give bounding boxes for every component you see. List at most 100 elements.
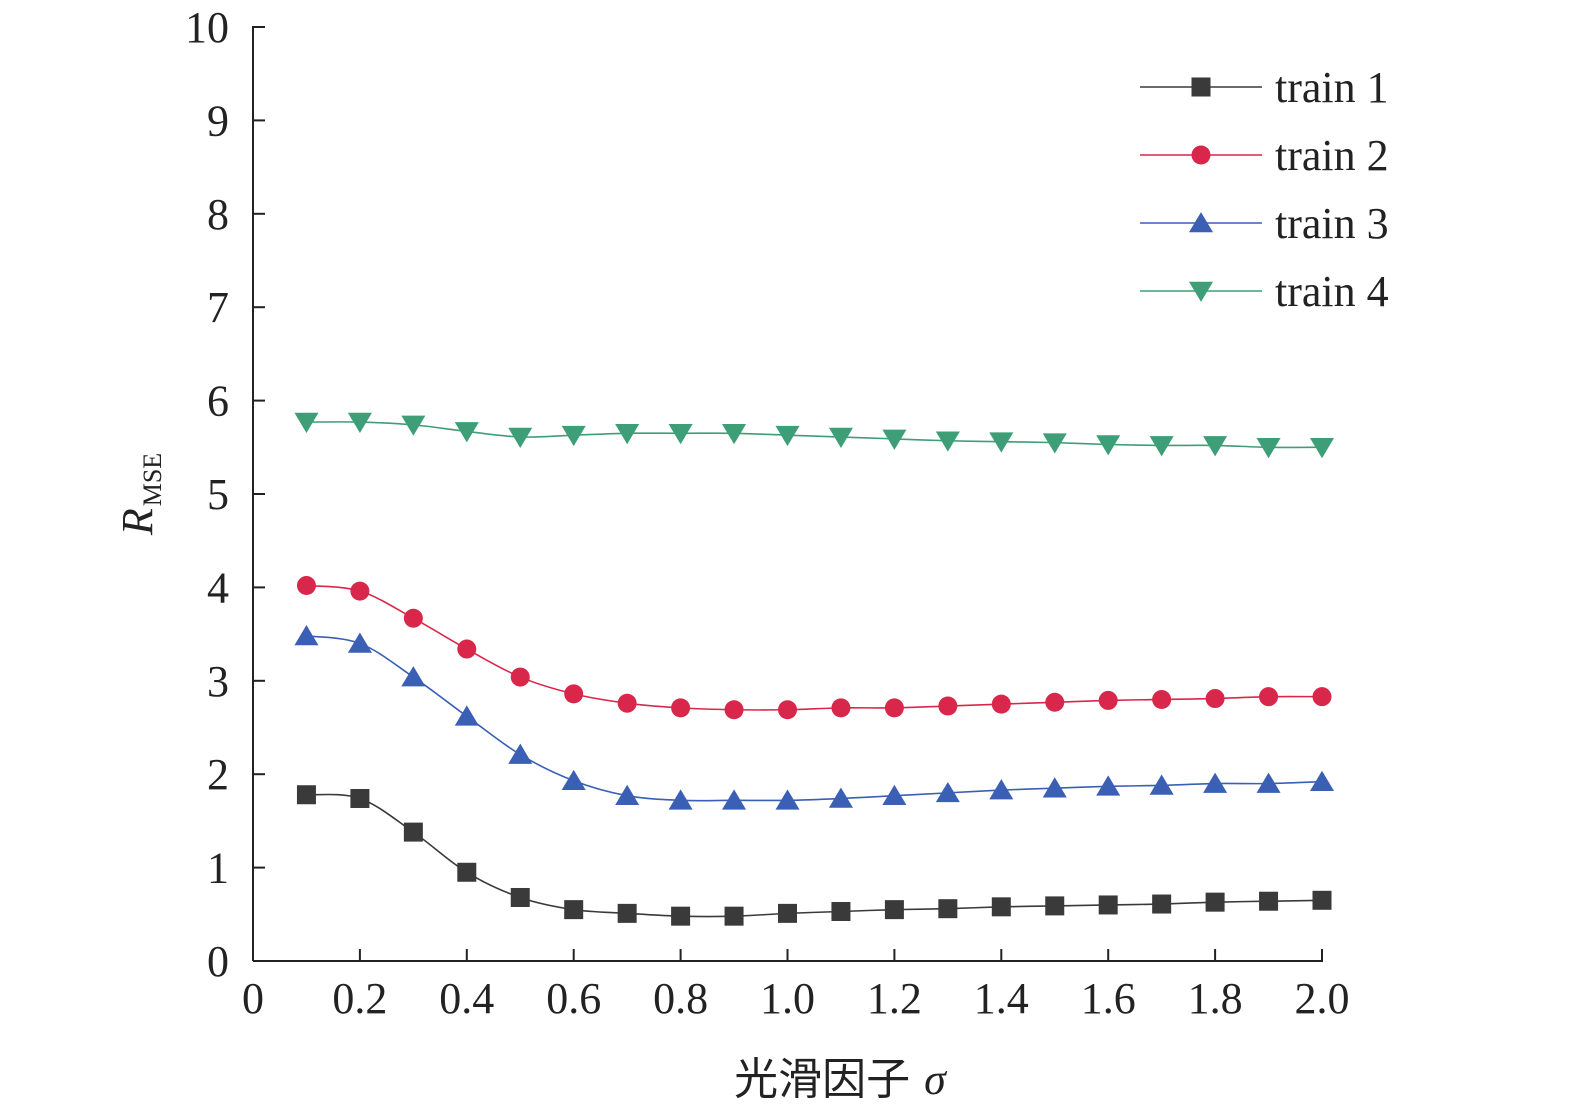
data-point: [510, 667, 530, 687]
data-point: [403, 608, 423, 628]
axes: 0 1 2 3 4 5 6 7 8 9 10 0 0.2 0.4 0.6 0.8 1.0 1.2 1.4 1.6 1.8…: [185, 3, 1350, 1023]
legend-marker: [1191, 77, 1211, 97]
data-point: [884, 698, 904, 718]
data-point: [294, 412, 319, 434]
data-point: [1152, 894, 1172, 914]
x-tick-label: 0.8: [653, 974, 708, 1023]
data-point: [778, 700, 797, 720]
data-point: [454, 705, 479, 726]
y-tick-label: 8: [207, 190, 229, 239]
y-tick-label: 1: [207, 844, 229, 893]
data-point: [615, 424, 640, 445]
legend-marker: [1191, 145, 1211, 165]
x-tick-label: 0: [242, 974, 264, 1023]
data-point: [1259, 891, 1279, 911]
data-point: [564, 900, 584, 920]
data-point: [671, 906, 691, 926]
data-point: [1042, 433, 1067, 454]
data-point: [938, 696, 958, 716]
data-point: [1149, 436, 1174, 457]
data-point: [722, 789, 747, 810]
data-point: [1309, 438, 1335, 459]
data-point: [989, 432, 1014, 453]
y-tick-label: 9: [207, 96, 229, 145]
data-point: [401, 666, 426, 687]
data-point: [1203, 772, 1228, 793]
data-point: [831, 901, 851, 921]
data-point: [454, 422, 479, 443]
data-point: [561, 425, 586, 447]
data-point: [1205, 892, 1225, 912]
x-tick-label: 0.6: [546, 974, 601, 1023]
x-tick-label: 1.8: [1188, 974, 1243, 1023]
data-point: [828, 787, 853, 808]
legend-marker: [1188, 212, 1214, 233]
y-tick-label: 4: [207, 563, 229, 612]
x-tick-label: 2.0: [1295, 974, 1350, 1023]
data-point: [778, 903, 797, 923]
data-point: [991, 694, 1011, 714]
data-point: [1096, 435, 1121, 456]
data-point: [1096, 775, 1121, 796]
x-axis-title-text: 光滑因子: [734, 1054, 910, 1105]
legend-label: train 2: [1275, 131, 1389, 180]
x-axis-title: 光滑因子 σ: [734, 1054, 948, 1105]
data-point: [935, 781, 960, 803]
data-point: [1045, 692, 1065, 712]
data-point: [1256, 772, 1281, 793]
data-point: [882, 784, 907, 805]
data-point: [508, 427, 533, 448]
series-3: [294, 625, 1335, 810]
data-point: [617, 903, 637, 923]
data-point: [615, 784, 640, 805]
data-point: [724, 906, 744, 926]
legend-label: train 4: [1275, 267, 1389, 316]
data-point: [775, 425, 800, 447]
series-1: [296, 785, 1332, 926]
data-point: [882, 429, 907, 450]
legend-marker: [1188, 281, 1214, 302]
data-point: [457, 862, 477, 882]
y-tick-label: 5: [207, 470, 229, 519]
data-point: [1309, 770, 1335, 791]
x-tick-label: 1.6: [1081, 974, 1136, 1023]
data-point: [561, 769, 586, 791]
data-point: [403, 822, 423, 842]
legend: train 1 train 2 train 3 train 4: [1140, 63, 1389, 316]
axis-titles: 光滑因子 σ RMSE: [113, 453, 948, 1105]
x-tick-label: 1.2: [867, 974, 922, 1023]
series-group: [294, 412, 1335, 926]
data-point: [347, 632, 372, 653]
y-tick-label: 7: [207, 283, 229, 332]
data-point: [989, 779, 1014, 800]
legend-label: train 3: [1275, 199, 1389, 248]
data-point: [991, 897, 1011, 917]
x-tick-label: 0.2: [332, 974, 387, 1023]
data-point: [457, 639, 477, 659]
x-tick-label: 1.4: [974, 974, 1029, 1023]
series-4: [294, 412, 1335, 459]
data-point: [1152, 689, 1172, 709]
data-point: [1312, 890, 1332, 910]
y-tick-label: 0: [207, 937, 229, 986]
data-point: [671, 698, 691, 718]
x-tick-label: 1.0: [760, 974, 815, 1023]
data-point: [1042, 777, 1067, 798]
data-point: [775, 789, 800, 810]
legend-item: train 3: [1140, 199, 1389, 248]
data-point: [508, 743, 533, 764]
data-point: [935, 431, 960, 452]
data-point: [510, 887, 530, 907]
data-point: [350, 581, 370, 601]
data-point: [1205, 689, 1225, 709]
data-point: [1098, 690, 1118, 710]
data-point: [724, 700, 744, 720]
data-point: [1203, 436, 1228, 457]
data-point: [347, 412, 372, 434]
data-point: [564, 684, 584, 704]
data-point: [294, 625, 319, 646]
y-tick-label: 2: [207, 750, 229, 799]
legend-item: train 1: [1140, 63, 1389, 112]
